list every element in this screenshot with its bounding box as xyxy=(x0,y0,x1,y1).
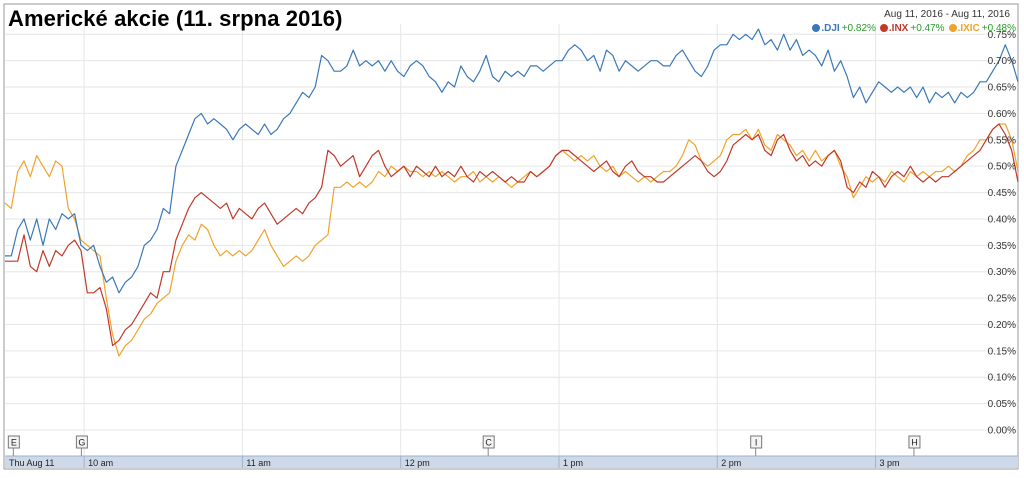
time-axis-bar xyxy=(5,456,1018,468)
series-line-ixic xyxy=(4,123,1019,357)
y-tick-label: 0.35% xyxy=(988,241,1016,252)
y-tick-label: 0.45% xyxy=(988,188,1016,199)
event-marker-g: G xyxy=(75,435,88,456)
y-tick-label: 0.00% xyxy=(988,426,1016,437)
legend-symbol: .DJI xyxy=(821,23,840,34)
event-marker-label: I xyxy=(755,438,758,448)
legend-dot xyxy=(812,24,821,32)
legend-item-inx: .INX +0.47% xyxy=(879,23,945,34)
legend-symbol: .INX xyxy=(888,23,909,34)
y-tick-label: 0.10% xyxy=(988,373,1016,384)
x-tick-label: 3 pm xyxy=(880,458,900,468)
y-tick-label: 0.15% xyxy=(988,346,1016,357)
event-marker-e: E xyxy=(7,435,20,456)
legend-change: +0.82% xyxy=(841,23,876,34)
event-marker-label: E xyxy=(11,438,17,448)
x-tick-label: 10 am xyxy=(88,458,113,468)
y-tick-label: 0.05% xyxy=(988,399,1016,410)
legend-change: +0.48% xyxy=(981,23,1016,34)
y-tick-label: 0.75% xyxy=(988,30,1016,41)
event-marker-c: C xyxy=(482,435,495,456)
event-marker-label: G xyxy=(78,438,85,448)
y-tick-label: 0.50% xyxy=(988,162,1016,173)
y-tick-label: 0.40% xyxy=(988,214,1016,225)
x-tick-label: 12 pm xyxy=(405,458,430,468)
event-marker-i: I xyxy=(750,435,763,456)
x-tick-label: 1 pm xyxy=(563,458,583,468)
y-tick-label: 0.65% xyxy=(988,83,1016,94)
y-tick-label: 0.55% xyxy=(988,135,1016,146)
event-marker-label: C xyxy=(485,438,492,448)
event-marker-label: H xyxy=(911,438,918,448)
y-tick-label: 0.30% xyxy=(988,267,1016,278)
y-tick-label: 0.20% xyxy=(988,320,1016,331)
y-tick-label: 0.70% xyxy=(988,56,1016,67)
legend-dot xyxy=(948,24,957,32)
chart-title: Americké akcie (11. srpna 2016) xyxy=(8,6,343,31)
legend-item-ixic: .IXIC +0.48% xyxy=(948,23,1016,34)
series-line-inx xyxy=(5,123,1019,347)
legend-item-dji: .DJI +0.82% xyxy=(812,23,876,34)
legend-dot xyxy=(879,24,888,32)
chart-legend: .DJI +0.82% .INX +0.47% .IXIC +0.48% xyxy=(808,23,1016,34)
x-tick-label: 2 pm xyxy=(721,458,741,468)
y-tick-label: 0.60% xyxy=(988,109,1016,120)
date-range: Aug 11, 2016 - Aug 11, 2016 xyxy=(884,9,1010,20)
x-tick-label: Thu Aug 11 xyxy=(9,458,54,468)
legend-symbol: .IXIC xyxy=(957,23,980,34)
x-tick-label: 11 am xyxy=(246,458,270,468)
series-line-dji xyxy=(5,28,1019,294)
legend-change: +0.47% xyxy=(910,23,945,34)
event-marker-h: H xyxy=(908,435,921,456)
y-tick-label: 0.25% xyxy=(988,294,1016,305)
